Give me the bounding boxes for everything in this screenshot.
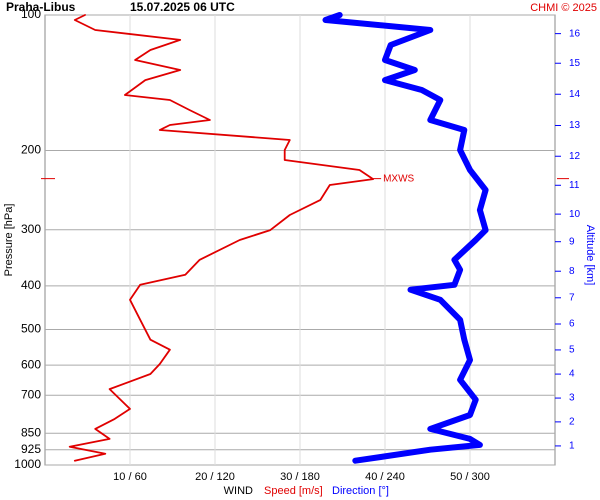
legend-direction: Direction [°]	[332, 485, 389, 497]
y2-tick-label: 7	[569, 292, 575, 303]
y2-axis-label: Altitude [km]	[584, 225, 596, 286]
y-tick-label: 700	[21, 387, 41, 401]
x-tick-label: 40 / 240	[365, 471, 405, 483]
legend-speed: Speed [m/s]	[264, 485, 323, 497]
y-tick-label: 500	[21, 322, 41, 336]
y2-tick-label: 13	[569, 120, 581, 131]
x-tick-label: 50 / 300	[450, 471, 490, 483]
x-tick-label: 20 / 120	[195, 471, 235, 483]
y-tick-label: 300	[21, 222, 41, 236]
x-tick-label: 10 / 60	[113, 471, 147, 483]
x-axis-label: WIND	[224, 485, 253, 497]
y-tick-label: 850	[21, 425, 41, 439]
y-tick-label: 600	[21, 357, 41, 371]
y2-tick-label: 8	[569, 266, 575, 277]
profile-line	[322, 12, 489, 464]
y2-tick-label: 15	[569, 58, 581, 69]
y2-tick-label: 1	[569, 441, 575, 452]
y2-tick-label: 16	[569, 28, 581, 39]
chart-subtitle: 15.07.2025 06 UTC	[130, 0, 235, 14]
y2-tick-label: 10	[569, 209, 581, 220]
y2-tick-label: 9	[569, 236, 575, 247]
y2-tick-label: 6	[569, 319, 575, 330]
y2-tick-label: 4	[569, 369, 575, 380]
y-tick-label: 100	[21, 7, 41, 21]
y2-tick-label: 11	[569, 180, 580, 191]
x-tick-label: 30 / 180	[280, 471, 320, 483]
y-tick-label: 200	[21, 143, 41, 157]
y-tick-label: 925	[21, 442, 41, 456]
y2-tick-label: 3	[569, 393, 575, 404]
annotation: MXWS	[383, 173, 414, 184]
y-tick-label: 400	[21, 278, 41, 292]
profile-line	[68, 14, 374, 462]
chart-title: Praha-Libus	[6, 0, 76, 14]
y2-tick-label: 2	[569, 417, 575, 428]
y-tick-label: 1000	[14, 457, 41, 471]
y2-tick-label: 14	[569, 89, 581, 100]
y2-tick-label: 12	[569, 151, 581, 162]
credit: CHMI © 2025	[530, 2, 597, 14]
y2-tick-label: 5	[569, 345, 575, 356]
y-axis-label: Pressure [hPa]	[3, 204, 15, 277]
